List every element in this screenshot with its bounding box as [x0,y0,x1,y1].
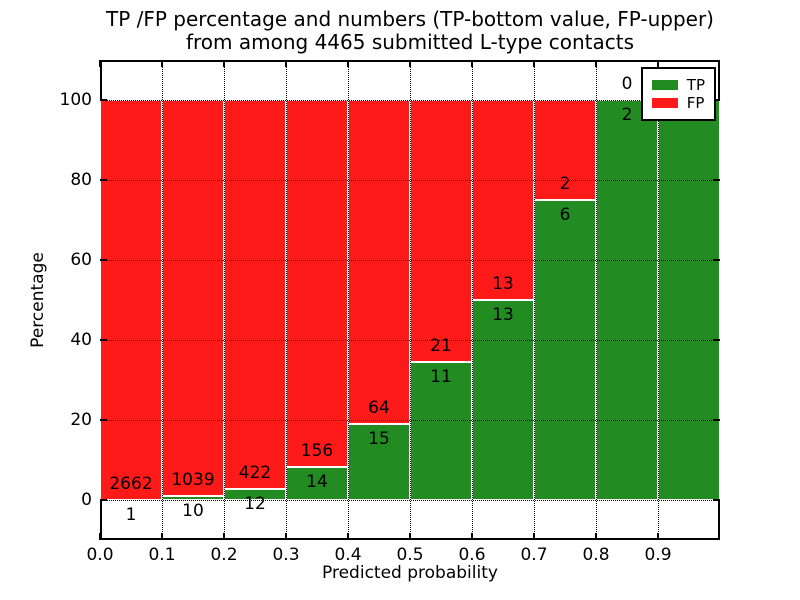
legend: TP FP [640,67,716,121]
x-tick-label: 0.9 [644,545,672,565]
bar-label-fp: 422 [238,462,272,483]
legend-swatch-tp [651,80,678,90]
x-tick-mark [595,533,597,540]
bar-label-fp: 2662 [109,473,153,494]
x-tick-mark [347,533,349,540]
y-tick-mark [100,99,107,101]
x-tick-mark-top [347,60,349,67]
x-tick-mark [409,533,411,540]
x-tick-mark-top [409,60,411,67]
bar-segment-fp [286,100,348,468]
x-tick-mark-top [533,60,535,67]
chart-title-line-2: from among 4465 submitted L-type contact… [185,30,635,54]
x-tick-label: 0.4 [334,545,362,565]
x-tick-mark [223,533,225,540]
bar-label-tp: 10 [182,501,204,522]
y-tick-label: 0 [81,490,92,510]
bar-label-fp: 13 [492,274,514,294]
y-tick-label: 20 [70,410,92,430]
y-tick-label: 60 [70,250,92,270]
x-tick-mark-top [161,60,163,67]
bar-segment-tp [348,424,410,500]
x-tick-label: 0.1 [148,545,176,565]
bar-label-fp: 156 [300,441,334,462]
x-tick-mark-top [471,60,473,67]
x-tick-label: 0.5 [396,545,424,565]
x-tick-label: 0.0 [86,545,114,565]
bar-label-fp: 21 [430,336,452,357]
bar-label-fp: 0 [621,74,633,94]
x-axis-label: Predicted probability [322,563,498,583]
bar-segment-tp [596,100,658,500]
y-tick-mark [100,499,107,501]
y-tick-mark [100,419,107,421]
bar-segment-tp [472,300,534,500]
y-tick-mark-right [713,419,720,421]
x-tick-mark [99,533,101,540]
y-tick-label: 80 [70,170,92,190]
bar-segment-fp [472,100,534,300]
bar-segment-fp [410,100,472,363]
bar-segment-tp [162,496,224,500]
bar-segment-fp [100,100,162,500]
y-tick-mark-right [713,179,720,181]
x-tick-mark-top [99,60,101,67]
bar-label-tp: 2 [621,105,633,125]
legend-swatch-fp [651,98,678,108]
y-tick-mark-right [713,259,720,261]
y-tick-mark [100,259,107,261]
y-tick-label: 40 [70,330,92,350]
x-tick-mark-top [285,60,287,67]
x-tick-label: 0.6 [458,545,486,565]
x-tick-mark [533,533,535,540]
x-tick-mark-top [595,60,597,67]
bar-label-tp: 12 [244,493,266,514]
chart-title: TP /FP percentage and numbers (TP-bottom… [100,8,720,54]
x-tick-mark [657,533,659,540]
legend-label-tp: TP [686,76,705,94]
bar-segment-tp [658,100,720,500]
bar-label-tp: 1 [125,504,137,525]
legend-entry-tp: TP [651,76,705,94]
x-tick-mark-top [657,60,659,67]
x-tick-label: 0.8 [582,545,610,565]
y-tick-mark-right [713,499,720,501]
y-tick-mark [100,339,107,341]
x-tick-mark [161,533,163,540]
y-tick-mark [100,179,107,181]
bar-segment-fp [162,100,224,497]
y-tick-mark-right [713,339,720,341]
bar-label-fp: 64 [368,398,390,419]
bar-label-fp: 1039 [171,470,215,491]
bar-segment-fp [348,100,410,425]
chart-title-line-1: TP /FP percentage and numbers (TP-bottom… [106,7,714,31]
x-tick-mark-top [223,60,225,67]
bar-label-tp: 11 [430,367,452,388]
bar-segment-fp [224,100,286,489]
bar-label-tp: 15 [368,429,390,450]
bar-label-tp: 13 [492,305,514,325]
bar-label-tp: 14 [306,472,328,493]
y-tick-label: 100 [59,90,92,110]
x-tick-label: 0.2 [210,545,238,565]
legend-label-fp: FP [686,94,705,112]
legend-entry-fp: FP [651,94,705,112]
y-axis-label: Percentage [28,252,48,348]
bar-segment-tp [534,200,596,500]
bar-label-tp: 6 [559,205,571,225]
x-tick-label: 0.3 [272,545,300,565]
x-tick-mark [471,533,473,540]
plot-area: 266211039104221215614641521111313260220.… [60,60,720,564]
bar-label-fp: 2 [559,174,571,194]
x-tick-label: 0.7 [520,545,548,565]
x-tick-mark [285,533,287,540]
